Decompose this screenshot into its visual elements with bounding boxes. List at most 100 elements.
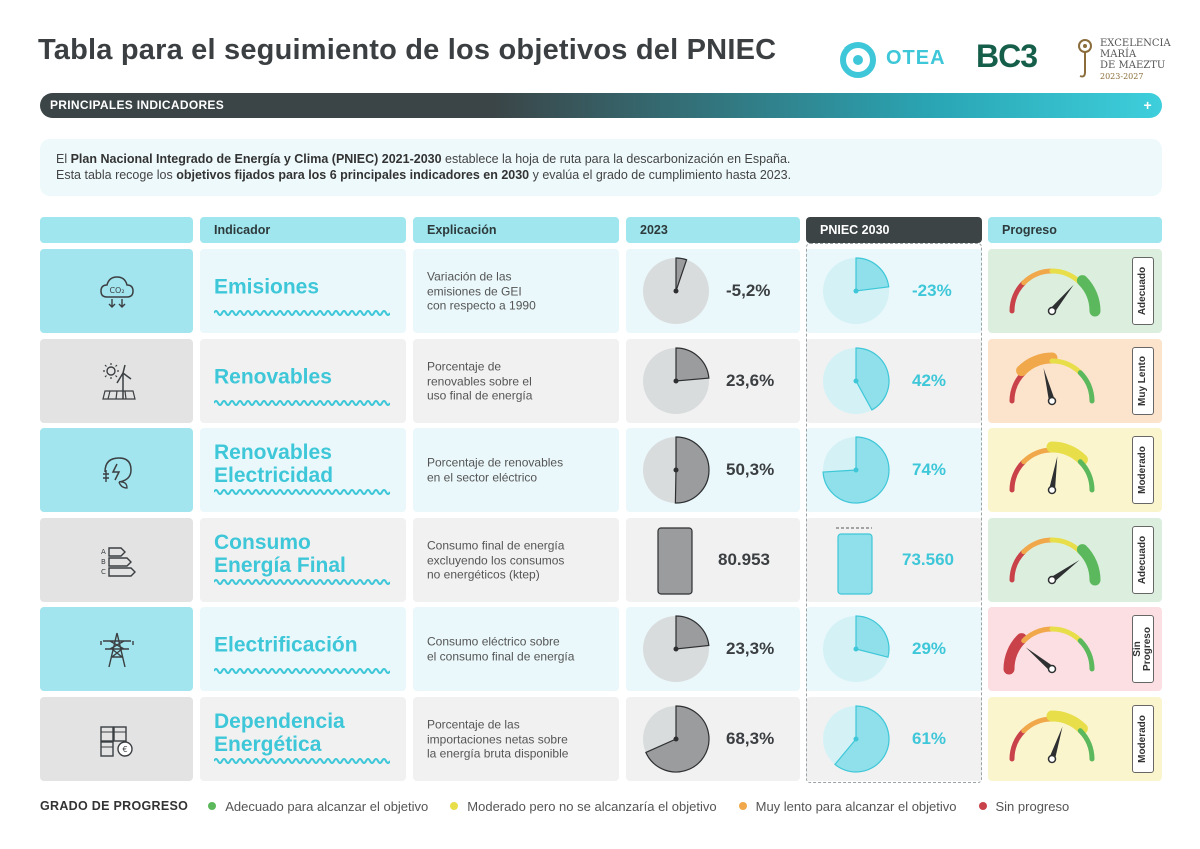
svg-text:CO₂: CO₂ — [109, 286, 124, 295]
gauge-segment-orange — [1021, 716, 1055, 734]
indicator-name-cell: Electrificación — [200, 607, 406, 691]
value-pniec-label: -23% — [912, 281, 952, 300]
indicator-name-cell: Renovables — [200, 339, 406, 423]
progress-gauge — [1009, 537, 1101, 586]
indicator-icon-cell — [40, 607, 193, 691]
value-2023-cell: 23,6% — [626, 339, 800, 423]
wave-decoration — [214, 489, 390, 495]
status-label: Muy Lento — [1137, 356, 1148, 406]
value-2023-label: 23,3% — [726, 639, 775, 658]
pie-slice — [855, 347, 890, 411]
indicator-name-line1: Electrificación — [214, 633, 358, 657]
indicator-name-line1: Renovables — [214, 365, 332, 389]
explanation-line: importaciones netas sobre — [427, 731, 568, 746]
wind-solar-icon — [101, 363, 136, 400]
wave-decoration — [214, 758, 390, 764]
energy-rating-icon: ABC — [101, 547, 136, 577]
gauge-pivot — [1047, 306, 1057, 316]
intro-box: El Plan Nacional Integrado de Energía y … — [40, 139, 1162, 196]
explanation-text: Consumo final de energía excluyendo los c… — [427, 538, 564, 582]
indicator-name-cell: Emisiones — [200, 249, 406, 333]
progress-cell: Moderado — [988, 697, 1162, 781]
indicator-name: Dependencia Energética — [214, 710, 345, 756]
maeztu-line2: MARÍA — [1100, 49, 1137, 60]
indicator-name-line1: Renovables — [214, 441, 332, 464]
indicator-name: Consumo Energía Final — [214, 531, 346, 577]
intro-bold: Plan Nacional Integrado de Energía y Cli… — [70, 152, 442, 166]
progress-gauge — [1009, 441, 1095, 495]
maeztu-seal-icon — [1078, 39, 1092, 78]
gauge-segment-orange — [1021, 268, 1055, 286]
page-title: Tabla para el seguimiento de los objetiv… — [38, 34, 777, 66]
progress-cell: Adecuado — [988, 518, 1162, 602]
gauge-needle — [1025, 647, 1054, 672]
value-2023-label: 80.953 — [718, 550, 770, 569]
value-pniec-label: 61% — [912, 729, 947, 748]
status-label-box: Muy Lento — [1132, 347, 1154, 415]
pie-center — [673, 378, 679, 384]
value-2023-label: 68,3% — [726, 729, 775, 748]
co2-cloud-icon: CO₂ — [99, 276, 134, 308]
indicator-name-line1: Emisiones — [214, 275, 320, 299]
gauge-segment-yellow — [1049, 358, 1083, 376]
progress-cell: Sin Progreso — [988, 607, 1162, 691]
gauge-segment-orange — [1021, 537, 1055, 555]
pie-slice — [675, 615, 710, 650]
gauge-segment-green — [1076, 544, 1101, 586]
gauge-segment-red — [1009, 728, 1027, 762]
indicator-name: Electrificación — [214, 634, 358, 657]
oil-barrels-euro-icon: € — [99, 726, 133, 757]
explanation-cell: Consumo final de energía excluyendo los c… — [413, 518, 619, 602]
gauge-segment-orange — [1021, 447, 1055, 465]
status-label-line1: Moderado — [1137, 715, 1148, 763]
explanation-line: Porcentaje de las — [427, 717, 520, 732]
status-label: Moderado — [1137, 446, 1148, 494]
explanation-cell: Porcentaje de las importaciones netas sob… — [413, 697, 619, 781]
otea-logo-text: OTEA — [886, 46, 946, 69]
explanation-text: Porcentaje de renovables en el sector elé… — [427, 456, 563, 485]
explanation-text: Consumo eléctrico sobre el consumo final … — [427, 635, 574, 664]
explanation-cell: Porcentaje de renovables en el sector elé… — [413, 428, 619, 512]
pie-slice — [855, 615, 890, 658]
explanation-line: Consumo eléctrico sobre — [427, 634, 560, 649]
value-pniec-cell: 73.560 — [806, 518, 982, 602]
expand-plus-icon[interactable]: + — [1143, 97, 1152, 113]
wave-decoration — [214, 579, 390, 585]
gauge-needle — [1049, 726, 1063, 760]
gauge-segment-red — [1009, 459, 1027, 493]
legend-dot-red — [978, 802, 987, 810]
section-header-bar[interactable]: PRINCIPALES INDICADORES + — [40, 93, 1162, 118]
status-label: Moderado — [1137, 715, 1148, 763]
legend-dot-orange — [738, 802, 747, 810]
gauge-segment-orange — [1021, 626, 1055, 644]
status-label-line1: Moderado — [1137, 446, 1148, 494]
gauge-segment-green — [1077, 370, 1095, 404]
explanation-line: excluyendo los consumos — [427, 552, 565, 567]
explanation-line: uso final de energía — [427, 388, 533, 403]
bar-value — [837, 533, 873, 595]
pie-slice — [855, 257, 890, 292]
indicator-name-line2: Electricidad — [214, 464, 334, 487]
pie-center — [673, 646, 679, 652]
gauge-needle — [1049, 456, 1058, 491]
progress-cell: Adecuado — [988, 249, 1162, 333]
indicator-icon-cell — [40, 428, 193, 512]
legend-label: Muy lento para alcanzar el objetivo — [755, 798, 957, 814]
value-pniec-label: 29% — [912, 639, 947, 658]
explanation-cell: Porcentaje de renovables sobre el uso fina… — [413, 339, 619, 423]
pie-pniec — [823, 347, 890, 414]
status-label-line1: Muy Lento — [1137, 356, 1148, 406]
status-label-line1: Adecuado — [1137, 266, 1148, 316]
gauge-segment-green — [1077, 638, 1095, 672]
explanation-line: Porcentaje de renovables — [427, 455, 564, 470]
progress-gauge — [1009, 268, 1101, 317]
intro-text: Esta tabla recoge los — [56, 168, 177, 182]
status-label: Adecuado — [1137, 536, 1148, 584]
indicator-name: Renovables — [214, 366, 332, 389]
pie-2023 — [643, 347, 710, 414]
explanation-cell: Variación de las emisiones de GEI con resp… — [413, 249, 619, 333]
legend-item: Sin progreso — [978, 799, 1069, 814]
gauge-needle — [1043, 368, 1055, 402]
status-label-box: Adecuado — [1132, 257, 1154, 325]
progress-gauge — [1009, 710, 1095, 764]
